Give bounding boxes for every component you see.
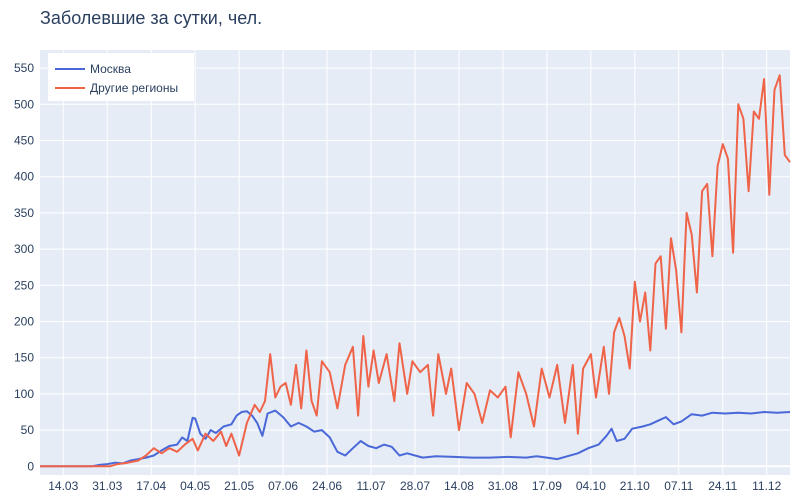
x-tick-label: 17.09 xyxy=(532,479,562,493)
x-tick-label: 07.06 xyxy=(268,479,298,493)
x-axis-tick-labels: 14.03 31.03 17.04 04.05 21.05 07.06 24.06 11.07… xyxy=(48,479,781,493)
y-tick-label: 350 xyxy=(14,206,34,220)
x-tick-label: 24.11 xyxy=(708,479,737,493)
x-tick-label: 04.10 xyxy=(576,479,606,493)
chart-title: Заболевшие за сутки, чел. xyxy=(40,8,263,28)
x-tick-label: 17.04 xyxy=(136,479,166,493)
y-tick-label: 250 xyxy=(14,278,34,292)
x-tick-label: 28.07 xyxy=(400,479,430,493)
legend-box xyxy=(48,53,194,101)
x-tick-label: 31.03 xyxy=(92,479,122,493)
y-axis-tick-labels: 0 50 100 150 200 250 300 350 400 450 500 550 xyxy=(14,61,34,473)
y-tick-label: 300 xyxy=(14,242,34,256)
legend: Москва Другие регионы xyxy=(48,53,194,101)
x-tick-label: 21.05 xyxy=(224,479,254,493)
y-tick-label: 400 xyxy=(14,170,34,184)
y-tick-label: 550 xyxy=(14,61,34,75)
x-tick-label: 31.08 xyxy=(488,479,518,493)
legend-label-1: Другие регионы xyxy=(90,81,178,95)
y-tick-label: 500 xyxy=(14,97,34,111)
x-tick-label: 14.08 xyxy=(444,479,474,493)
x-tick-label: 24.06 xyxy=(312,479,342,493)
y-tick-label: 0 xyxy=(27,459,34,473)
x-tick-label: 04.05 xyxy=(180,479,210,493)
x-tick-label: 11.07 xyxy=(356,479,385,493)
series-line-0 xyxy=(40,409,791,468)
x-tick-label: 11.12 xyxy=(752,479,781,493)
y-tick-label: 200 xyxy=(14,315,34,329)
y-tick-label: 450 xyxy=(14,134,34,148)
x-tick-label: 21.10 xyxy=(620,479,650,493)
series-line-1 xyxy=(40,74,791,468)
legend-label-0: Москва xyxy=(90,62,131,76)
grid-lines xyxy=(40,50,790,475)
y-tick-label: 150 xyxy=(14,351,34,365)
x-tick-label: 07.11 xyxy=(664,479,693,493)
series-layer xyxy=(40,74,791,468)
y-tick-label: 100 xyxy=(14,387,34,401)
y-tick-label: 50 xyxy=(21,423,35,437)
x-tick-label: 14.03 xyxy=(48,479,78,493)
